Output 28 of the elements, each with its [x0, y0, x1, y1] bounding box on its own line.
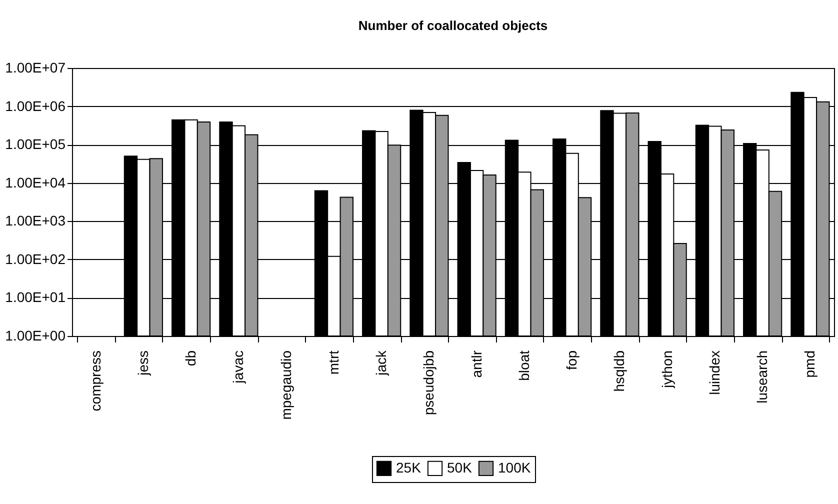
y-tick-label: 1.00E+00	[5, 328, 66, 344]
x-tick-label: javac	[230, 350, 246, 384]
x-tick-label: bloat	[516, 350, 532, 381]
y-tick-label: 1.00E+01	[5, 289, 66, 306]
x-tick-label: jack	[373, 350, 390, 376]
x-tick-label: hsqldb	[611, 350, 628, 392]
chart-title: Number of coallocated objects	[358, 18, 548, 33]
y-tick-label: 1.00E+07	[5, 60, 66, 76]
x-tick-label: jython	[658, 350, 675, 389]
x-tick-label: lusearch	[754, 350, 770, 404]
x-tick-label: antlr	[468, 350, 484, 378]
x-tick-label: mpegaudio	[278, 350, 294, 420]
y-tick-label: 1.00E+03	[5, 212, 66, 229]
x-tick-label: jess	[134, 350, 151, 376]
legend-label: 50K	[447, 459, 473, 476]
x-tick-label: fop	[564, 350, 580, 370]
legend-label: 25K	[396, 459, 422, 476]
y-tick-label: 1.00E+02	[5, 250, 66, 267]
x-tick-label: pmd	[802, 350, 818, 378]
x-tick-label: db	[182, 350, 199, 366]
y-tick-label: 1.00E+05	[5, 136, 66, 152]
x-tick-label: compress	[87, 350, 104, 412]
x-tick-label: luindex	[706, 350, 722, 395]
legend-label: 100K	[498, 459, 532, 476]
x-tick-label: pseudojbb	[420, 350, 437, 416]
y-tick-label: 1.00E+04	[5, 174, 66, 190]
y-tick-label: 1.00E+06	[5, 98, 66, 114]
x-tick-label: mtrt	[325, 350, 342, 375]
